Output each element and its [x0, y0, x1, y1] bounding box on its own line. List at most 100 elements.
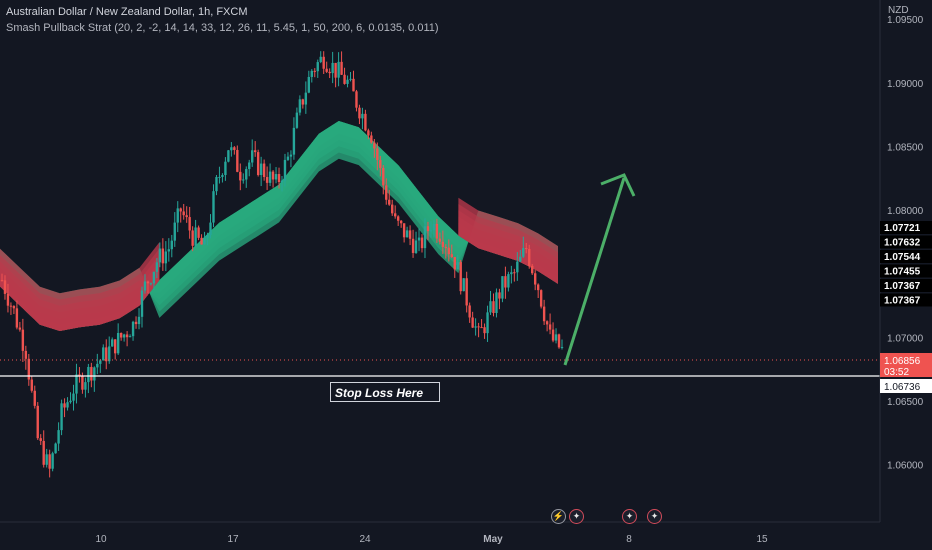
candle-body	[531, 265, 534, 274]
candle-body	[560, 346, 564, 348]
candle-body	[495, 292, 498, 313]
time-tick-label: 24	[359, 534, 371, 545]
candles	[0, 51, 564, 478]
candle-body	[102, 347, 105, 361]
candle-body	[140, 290, 144, 317]
candle-body	[510, 272, 513, 275]
stop-price-tag	[880, 379, 932, 393]
green-arrow	[563, 173, 636, 366]
candle-body	[146, 281, 150, 284]
time-tick-label: May	[483, 534, 503, 545]
candle-body	[42, 440, 45, 465]
candle-body	[155, 262, 159, 272]
candle-body	[9, 305, 13, 307]
time-tick-label: 10	[95, 534, 107, 545]
candle-body	[15, 308, 19, 328]
lightning-icon[interactable]: ⚡	[551, 509, 566, 524]
candle-body	[170, 240, 173, 250]
candle-body	[87, 366, 90, 383]
candle-body	[402, 223, 406, 238]
candle-body	[6, 293, 10, 306]
candle-body	[304, 92, 308, 105]
candle-body	[367, 130, 370, 136]
candle-body	[283, 159, 287, 181]
candle-body	[355, 91, 358, 108]
currency-label: NZD	[888, 5, 909, 16]
candle-body	[134, 321, 138, 325]
candle-body	[393, 213, 397, 217]
candle-body	[408, 230, 412, 239]
candle-body	[185, 215, 188, 218]
candle-body	[298, 99, 302, 113]
candle-body	[248, 162, 251, 170]
candle-body	[33, 390, 36, 406]
candle-body	[322, 56, 325, 69]
flag-icon[interactable]: ✦	[622, 509, 637, 524]
candle-body	[501, 276, 504, 299]
candle-body	[423, 226, 427, 249]
candle-body	[262, 163, 266, 178]
current-price-tag	[880, 353, 932, 377]
candle-body	[289, 154, 293, 157]
candle-body	[539, 290, 543, 307]
flag-icon[interactable]: ✦	[569, 509, 584, 524]
ribbon-price-label: 1.07455	[884, 267, 921, 278]
candle-body	[66, 402, 69, 408]
candle-body	[93, 367, 96, 381]
candle-body	[522, 248, 525, 257]
candle-body	[325, 68, 328, 72]
ribbon-price-label: 1.07367	[884, 296, 921, 307]
ribbon-price-label: 1.07632	[884, 238, 921, 249]
candle-body	[337, 61, 340, 78]
ribbon-price-label: 1.07721	[884, 223, 921, 234]
candle-body	[557, 334, 561, 348]
candle-body	[200, 237, 203, 245]
candle-body	[182, 211, 185, 216]
candle-body	[277, 174, 281, 183]
candle-body	[233, 147, 236, 150]
candle-body	[545, 321, 549, 325]
candle-body	[45, 454, 48, 465]
candle-body	[286, 156, 290, 160]
time-tick-label: 17	[227, 534, 239, 545]
candle-body	[242, 179, 245, 181]
candle-body	[340, 61, 343, 75]
candle-body	[551, 329, 555, 341]
ribbon-price-label: 1.07367	[884, 281, 921, 292]
candle-body	[113, 339, 117, 354]
candle-body	[158, 248, 162, 263]
chart-title: Australian Dollar / New Zealand Dollar, …	[6, 6, 248, 18]
candle-body	[164, 251, 168, 264]
ribbon-price-tag	[880, 250, 932, 263]
candle-body	[295, 112, 299, 128]
candle-body	[370, 135, 373, 143]
flag-icon[interactable]: ✦	[647, 509, 662, 524]
time-axis: 10 17 24 May 8 15	[95, 534, 768, 545]
candle-body	[188, 217, 191, 231]
candle-body	[489, 301, 492, 313]
candle-body	[480, 327, 483, 329]
candle-body	[528, 248, 531, 266]
candle-body	[24, 350, 28, 359]
candle-body	[447, 247, 451, 255]
candle-body	[21, 329, 25, 351]
price-tick-label: 1.07000	[887, 333, 924, 344]
ribbon-price-tag	[880, 235, 932, 249]
candle-body	[215, 177, 218, 192]
price-tick-label: 1.09000	[887, 79, 924, 90]
indicator-legend[interactable]: Smash Pullback Strat (20, 2, -2, 14, 14,…	[6, 22, 439, 34]
candle-body	[420, 237, 424, 249]
candle-body	[468, 305, 471, 318]
candle-body	[57, 430, 60, 444]
candle-body	[236, 149, 239, 172]
candle-body	[152, 271, 156, 284]
candle-body	[441, 241, 445, 247]
candle-body	[51, 453, 54, 469]
price-tick-label: 1.08000	[887, 206, 924, 217]
candle-body	[36, 405, 39, 439]
candle-body	[119, 332, 123, 338]
candle-body	[206, 234, 209, 238]
candle-body	[301, 99, 305, 105]
stop-loss-annotation[interactable]: Stop Loss Here	[330, 382, 440, 402]
